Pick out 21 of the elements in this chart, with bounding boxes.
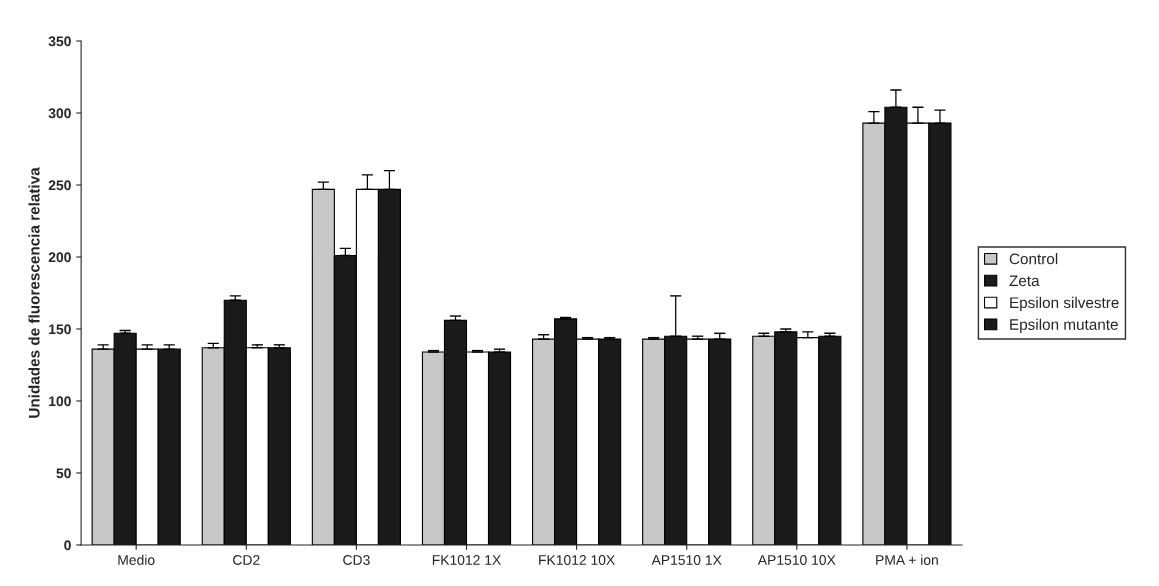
y-tick-label: 250 [48, 180, 71, 191]
legend-label: Epsilon mutante [1010, 318, 1118, 333]
x-tick-label: CD3 [343, 555, 370, 565]
y-tick-label: 0 [64, 540, 71, 551]
legend-label: Control [1009, 253, 1058, 265]
y-axis-title: Unidades de fluorescencia relativa [28, 167, 40, 418]
x-tick-label: FK1012 10X [539, 555, 615, 565]
y-tick-label: 200 [48, 252, 71, 263]
y-tick-label: 50 [56, 468, 71, 479]
x-tick-label: CD2 [233, 555, 260, 565]
legend-label: Zeta [1009, 275, 1040, 287]
x-tick-label: AP1510 10X [757, 555, 836, 565]
y-tick-label: 350 [48, 36, 71, 47]
x-tick-label: FK1012 1X [432, 555, 501, 565]
x-tick-label: AP1510 1X [651, 555, 722, 565]
y-tick-label: 100 [49, 396, 71, 407]
x-tick-label: Medio [118, 554, 155, 565]
legend-label: Epsilon silvestre [1010, 296, 1119, 312]
x-tick-label: PMA + ion [876, 554, 938, 565]
y-tick-label: 150 [49, 324, 71, 335]
y-tick-label: 300 [48, 108, 71, 119]
